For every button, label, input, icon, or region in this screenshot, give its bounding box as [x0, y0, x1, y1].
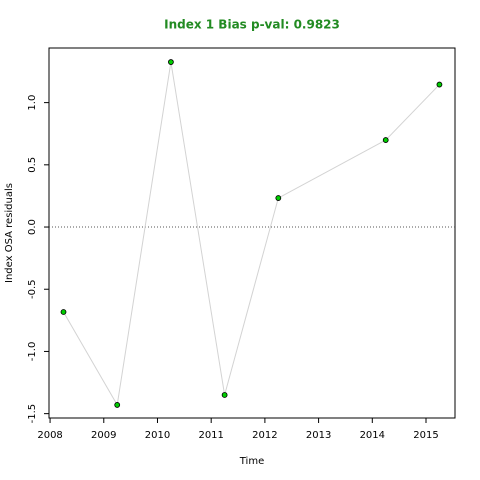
x-tick-label: 2014 [360, 430, 385, 441]
y-tick-label: -1.0 [27, 342, 38, 362]
chart-title: Index 1 Bias p-val: 0.9823 [164, 18, 340, 32]
x-axis-label: Time [239, 456, 264, 467]
x-tick-label: 2010 [145, 430, 170, 441]
data-point [436, 81, 443, 88]
y-tick-label: 1.0 [27, 95, 38, 111]
plot-frame [48, 47, 456, 419]
y-tick-label: 0.0 [27, 219, 38, 235]
data-point [168, 59, 174, 65]
series-line [63, 61, 440, 407]
x-tick-label: 2012 [252, 430, 277, 441]
data-point [221, 392, 228, 398]
y-axis-label: Index OSA residuals [4, 183, 15, 283]
x-tick-label: 2015 [413, 430, 438, 441]
x-tick-label: 2011 [198, 430, 223, 441]
data-point [382, 137, 389, 143]
y-tick-label: -0.5 [27, 279, 38, 299]
x-tick-label: 2013 [306, 430, 331, 441]
data-point [60, 309, 67, 315]
data-point [114, 402, 121, 408]
y-tick-label: 0.5 [27, 157, 38, 173]
data-point [275, 195, 282, 201]
x-tick-label: 2008 [37, 430, 62, 441]
y-tick-label: -1.5 [27, 404, 38, 424]
x-tick-label: 2009 [91, 430, 116, 441]
